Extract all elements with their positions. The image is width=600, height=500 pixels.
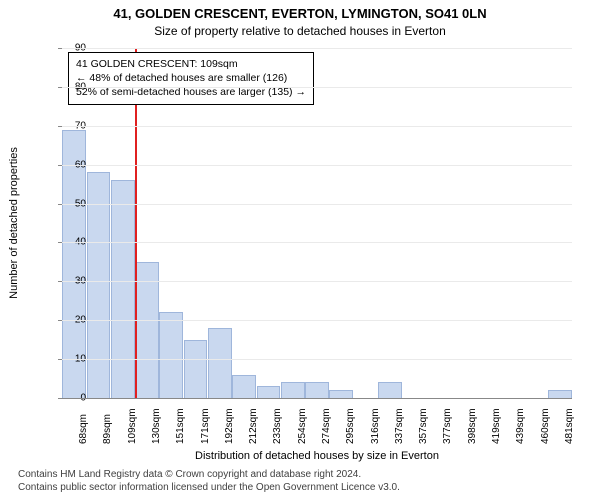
gridline-h bbox=[62, 165, 572, 166]
x-tick-label: 254sqm bbox=[297, 408, 308, 444]
histogram-bar bbox=[159, 312, 183, 398]
x-tick-label: 295sqm bbox=[345, 408, 356, 444]
gridline-h bbox=[62, 126, 572, 127]
y-tick-mark bbox=[58, 48, 62, 49]
y-tick-mark bbox=[58, 320, 62, 321]
gridline-h bbox=[62, 320, 572, 321]
gridline-h bbox=[62, 359, 572, 360]
gridline-h bbox=[62, 204, 572, 205]
x-tick-label: 130sqm bbox=[151, 408, 162, 444]
annotation-line-1: 41 GOLDEN CRESCENT: 109sqm bbox=[76, 57, 306, 71]
y-tick-mark bbox=[58, 204, 62, 205]
plot-area: 41 GOLDEN CRESCENT: 109sqm← 48% of detac… bbox=[62, 48, 572, 398]
histogram-bar bbox=[548, 390, 572, 398]
footer-attribution: Contains HM Land Registry data © Crown c… bbox=[18, 469, 400, 494]
y-tick-mark bbox=[58, 126, 62, 127]
histogram-bar bbox=[305, 382, 329, 398]
y-tick-mark bbox=[58, 359, 62, 360]
histogram-bar bbox=[184, 340, 208, 398]
x-tick-label: 357sqm bbox=[418, 408, 429, 444]
footer-line-2: Contains public sector information licen… bbox=[18, 482, 400, 495]
histogram-bar bbox=[257, 386, 281, 398]
y-tick-mark bbox=[58, 242, 62, 243]
x-tick-label: 419sqm bbox=[491, 408, 502, 444]
chart-title-sub: Size of property relative to detached ho… bbox=[0, 24, 600, 38]
histogram-bar bbox=[329, 390, 353, 398]
x-tick-label: 68sqm bbox=[78, 414, 89, 444]
histogram-bar bbox=[232, 375, 256, 398]
x-tick-label: 316sqm bbox=[370, 408, 381, 444]
x-tick-label: 377sqm bbox=[442, 408, 453, 444]
histogram-bar bbox=[378, 382, 402, 398]
histogram-bar bbox=[111, 180, 135, 398]
x-tick-label: 151sqm bbox=[175, 408, 186, 444]
y-tick-mark bbox=[58, 281, 62, 282]
x-tick-label: 460sqm bbox=[540, 408, 551, 444]
gridline-h bbox=[62, 281, 572, 282]
x-tick-label: 171sqm bbox=[200, 408, 211, 444]
x-tick-label: 337sqm bbox=[394, 408, 405, 444]
x-tick-label: 398sqm bbox=[467, 408, 478, 444]
chart-container: 41, GOLDEN CRESCENT, EVERTON, LYMINGTON,… bbox=[0, 0, 600, 500]
x-tick-label: 89sqm bbox=[102, 414, 113, 444]
x-tick-label: 233sqm bbox=[272, 408, 283, 444]
x-tick-label: 109sqm bbox=[127, 408, 138, 444]
gridline-h bbox=[62, 242, 572, 243]
x-tick-label: 439sqm bbox=[515, 408, 526, 444]
histogram-bar bbox=[281, 382, 305, 398]
x-axis-label: Distribution of detached houses by size … bbox=[62, 450, 572, 462]
x-tick-label: 481sqm bbox=[564, 408, 575, 444]
gridline-h bbox=[62, 48, 572, 49]
y-tick-mark bbox=[58, 87, 62, 88]
histogram-bar bbox=[87, 172, 111, 398]
gridline-h bbox=[62, 87, 572, 88]
x-tick-label: 212sqm bbox=[248, 408, 259, 444]
x-axis-line bbox=[62, 398, 572, 399]
annotation-box: 41 GOLDEN CRESCENT: 109sqm← 48% of detac… bbox=[68, 52, 314, 105]
footer-line-1: Contains HM Land Registry data © Crown c… bbox=[18, 469, 400, 482]
x-tick-label: 192sqm bbox=[224, 408, 235, 444]
chart-title-main: 41, GOLDEN CRESCENT, EVERTON, LYMINGTON,… bbox=[0, 6, 600, 21]
histogram-bar bbox=[208, 328, 232, 398]
x-tick-label: 274sqm bbox=[321, 408, 332, 444]
y-tick-mark bbox=[58, 165, 62, 166]
y-axis-label: Number of detached properties bbox=[6, 48, 22, 398]
annotation-line-2: ← 48% of detached houses are smaller (12… bbox=[76, 71, 306, 85]
